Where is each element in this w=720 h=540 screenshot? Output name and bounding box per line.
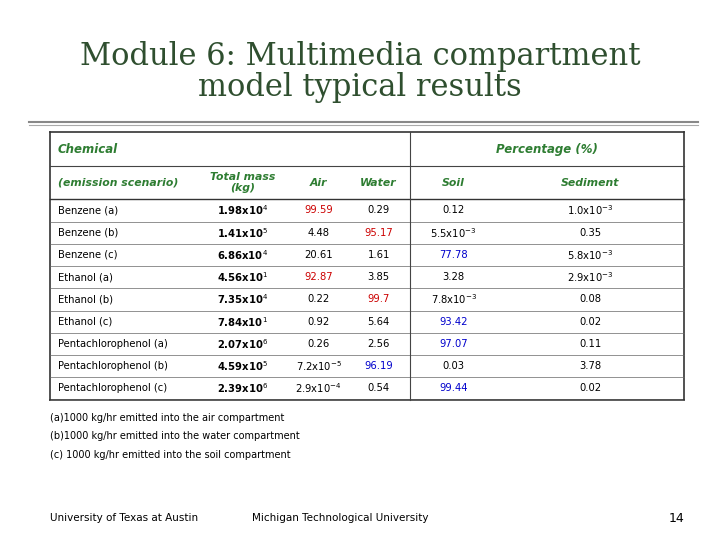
Text: 93.42: 93.42 (439, 316, 468, 327)
Text: 3.28: 3.28 (443, 272, 464, 282)
Text: 0.26: 0.26 (307, 339, 330, 349)
Text: (emission scenario): (emission scenario) (58, 178, 178, 187)
Text: Air: Air (310, 178, 327, 187)
Text: 5.5x10$^{-3}$: 5.5x10$^{-3}$ (431, 226, 477, 240)
Text: Ethanol (a): Ethanol (a) (58, 272, 112, 282)
Text: 7.35x10$^4$: 7.35x10$^4$ (217, 293, 268, 306)
Text: 4.56x10$^1$: 4.56x10$^1$ (217, 271, 268, 284)
Text: 99.7: 99.7 (367, 294, 390, 305)
Text: 2.56: 2.56 (367, 339, 390, 349)
Text: 96.19: 96.19 (364, 361, 393, 371)
Text: 95.17: 95.17 (364, 228, 393, 238)
Text: Michigan Technological University: Michigan Technological University (252, 514, 428, 523)
Text: 0.22: 0.22 (307, 294, 330, 305)
Text: 14: 14 (668, 512, 684, 525)
Text: 0.12: 0.12 (443, 205, 465, 215)
Text: 97.07: 97.07 (439, 339, 468, 349)
Text: (b)1000 kg/hr emitted into the water compartment: (b)1000 kg/hr emitted into the water com… (50, 431, 300, 442)
Text: 2.9x10$^{-3}$: 2.9x10$^{-3}$ (567, 271, 613, 284)
Text: 3.85: 3.85 (367, 272, 390, 282)
Text: Chemical: Chemical (58, 143, 118, 156)
Text: University of Texas at Austin: University of Texas at Austin (50, 514, 199, 523)
Text: 99.44: 99.44 (439, 383, 468, 394)
Text: 0.02: 0.02 (580, 316, 602, 327)
Text: Pentachlorophenol (b): Pentachlorophenol (b) (58, 361, 168, 371)
Text: 7.8x10$^{-3}$: 7.8x10$^{-3}$ (431, 293, 477, 306)
Text: Pentachlorophenol (c): Pentachlorophenol (c) (58, 383, 167, 394)
Text: Module 6: Multimedia compartment: Module 6: Multimedia compartment (80, 41, 640, 72)
Text: 7.2x10$^{-5}$: 7.2x10$^{-5}$ (295, 359, 341, 373)
Text: 4.48: 4.48 (307, 228, 330, 238)
Text: Benzene (a): Benzene (a) (58, 205, 118, 215)
Text: 0.03: 0.03 (443, 361, 464, 371)
Text: 0.02: 0.02 (580, 383, 602, 394)
Text: 0.54: 0.54 (367, 383, 390, 394)
Text: 99.59: 99.59 (304, 205, 333, 215)
Text: Benzene (b): Benzene (b) (58, 228, 118, 238)
Text: 5.8x10$^{-3}$: 5.8x10$^{-3}$ (567, 248, 613, 262)
Text: 0.35: 0.35 (580, 228, 602, 238)
Text: Benzene (c): Benzene (c) (58, 250, 117, 260)
Text: 77.78: 77.78 (439, 250, 468, 260)
Text: (a)1000 kg/hr emitted into the air compartment: (a)1000 kg/hr emitted into the air compa… (50, 413, 285, 423)
Text: Percentage (%): Percentage (%) (496, 143, 598, 156)
Text: 6.86x10$^4$: 6.86x10$^4$ (217, 248, 268, 262)
Text: Sediment: Sediment (562, 178, 620, 187)
Text: 2.39x10$^6$: 2.39x10$^6$ (217, 382, 268, 395)
Text: 0.29: 0.29 (367, 205, 390, 215)
Text: Water: Water (360, 178, 397, 187)
Text: 92.87: 92.87 (304, 272, 333, 282)
Text: Ethanol (c): Ethanol (c) (58, 316, 112, 327)
Text: 20.61: 20.61 (304, 250, 333, 260)
Text: 1.61: 1.61 (367, 250, 390, 260)
Text: 7.84x10$^1$: 7.84x10$^1$ (217, 315, 268, 329)
Text: Total mass
(kg): Total mass (kg) (210, 172, 275, 193)
Text: 2.07x10$^6$: 2.07x10$^6$ (217, 337, 268, 351)
Text: 1.98x10$^4$: 1.98x10$^4$ (217, 204, 268, 217)
Text: 1.0x10$^{-3}$: 1.0x10$^{-3}$ (567, 204, 613, 217)
Text: 4.59x10$^5$: 4.59x10$^5$ (217, 359, 268, 373)
Text: 1.41x10$^5$: 1.41x10$^5$ (217, 226, 268, 240)
Text: 2.9x10$^{-4}$: 2.9x10$^{-4}$ (295, 382, 342, 395)
Text: Ethanol (b): Ethanol (b) (58, 294, 112, 305)
Text: 0.92: 0.92 (307, 316, 330, 327)
Text: 5.64: 5.64 (367, 316, 390, 327)
Text: (c) 1000 kg/hr emitted into the soil compartment: (c) 1000 kg/hr emitted into the soil com… (50, 450, 291, 460)
Text: 0.11: 0.11 (580, 339, 602, 349)
Text: model typical results: model typical results (198, 72, 522, 103)
Text: Pentachlorophenol (a): Pentachlorophenol (a) (58, 339, 167, 349)
Text: 3.78: 3.78 (580, 361, 602, 371)
Text: 0.08: 0.08 (580, 294, 601, 305)
Text: Soil: Soil (442, 178, 465, 187)
